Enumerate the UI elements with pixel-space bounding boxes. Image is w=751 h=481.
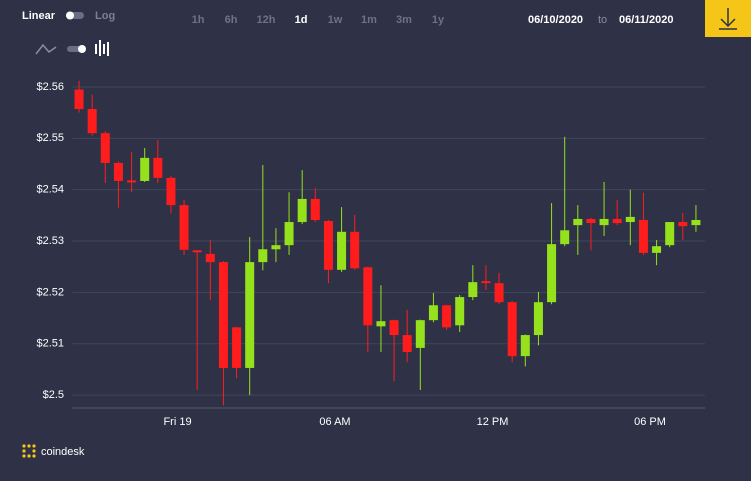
- candle-body: [113, 162, 123, 181]
- timeframe-button[interactable]: 1h: [192, 14, 205, 26]
- candle-body: [297, 198, 307, 223]
- candle-body: [533, 302, 543, 336]
- candle-body: [586, 218, 596, 224]
- candle-body: [245, 262, 255, 368]
- date-to[interactable]: 06/11/2020: [619, 14, 673, 26]
- candle-body: [428, 305, 438, 321]
- candle-body: [376, 321, 386, 327]
- candle-body: [205, 253, 215, 263]
- download-icon: [719, 8, 737, 30]
- candle-body: [258, 249, 268, 263]
- candle-body: [232, 327, 242, 368]
- x-tick-label: 06 PM: [634, 416, 666, 428]
- candle-body: [612, 218, 622, 224]
- timeframe-button[interactable]: 1w: [328, 14, 343, 26]
- date-separator: to: [598, 14, 607, 26]
- toggle-knob: [78, 45, 86, 53]
- candle-body: [455, 297, 465, 326]
- candle-body: [74, 89, 84, 110]
- candle-body: [442, 305, 452, 328]
- timeframe-button[interactable]: 1d: [295, 14, 308, 26]
- candle-body: [691, 219, 701, 226]
- scale-linear[interactable]: Linear: [22, 10, 56, 22]
- timeframe-button[interactable]: 1m: [361, 14, 377, 26]
- y-tick-label: $2.5: [43, 389, 64, 401]
- brand-logo: [22, 444, 36, 458]
- candle-body: [389, 320, 399, 336]
- timeframe-button[interactable]: 12h: [257, 14, 276, 26]
- timeframe-button[interactable]: 3m: [396, 14, 412, 26]
- candle-body: [179, 205, 189, 250]
- date-from[interactable]: 06/10/2020: [528, 14, 583, 26]
- candle-body: [665, 222, 675, 246]
- brand-name: coindesk: [41, 446, 85, 458]
- candle-body: [363, 267, 373, 326]
- candle-chart-icon[interactable]: [95, 40, 109, 56]
- candle-body: [415, 320, 425, 348]
- timeframe-button[interactable]: 1y: [432, 14, 445, 26]
- candle-body: [494, 283, 504, 303]
- candle-body: [547, 244, 557, 303]
- candle-body: [625, 216, 635, 223]
- x-tick-label: 12 PM: [477, 416, 509, 428]
- candle-body: [507, 302, 517, 357]
- candle-body: [402, 335, 412, 353]
- candle-body: [127, 180, 137, 183]
- candle-body: [560, 230, 570, 245]
- candle-body: [468, 282, 478, 298]
- candle-body: [520, 335, 530, 357]
- candle-body: [166, 177, 176, 206]
- candle-body: [481, 281, 491, 284]
- y-tick-label: $2.53: [36, 235, 64, 247]
- y-tick-label: $2.54: [36, 184, 64, 196]
- candle-body: [337, 231, 347, 270]
- timeframe-button[interactable]: 6h: [225, 14, 238, 26]
- x-tick-label: Fri 19: [163, 416, 191, 428]
- candle-body: [271, 245, 281, 250]
- y-tick-label: $2.55: [36, 132, 64, 144]
- scale-log[interactable]: Log: [95, 10, 115, 22]
- candle-body: [638, 219, 648, 253]
- y-tick-label: $2.51: [36, 338, 64, 350]
- candle-body: [100, 133, 110, 163]
- candle-body: [284, 222, 294, 246]
- y-tick-label: $2.52: [36, 286, 64, 298]
- x-tick-label: 06 AM: [319, 416, 350, 428]
- candle-body: [599, 218, 609, 226]
- line-chart-icon[interactable]: [35, 43, 57, 55]
- toggle-knob: [66, 11, 74, 20]
- candle-body: [678, 222, 688, 227]
- candle-body: [573, 218, 583, 226]
- candle-body: [87, 109, 97, 134]
- candle-body: [192, 250, 202, 253]
- candle-body: [218, 262, 228, 368]
- candle-body: [652, 246, 662, 253]
- candle-body: [140, 157, 150, 181]
- candle-body: [153, 157, 163, 178]
- candle-body: [310, 198, 320, 220]
- y-tick-label: $2.56: [36, 81, 64, 93]
- candle-body: [323, 221, 333, 270]
- candle-body: [350, 231, 360, 269]
